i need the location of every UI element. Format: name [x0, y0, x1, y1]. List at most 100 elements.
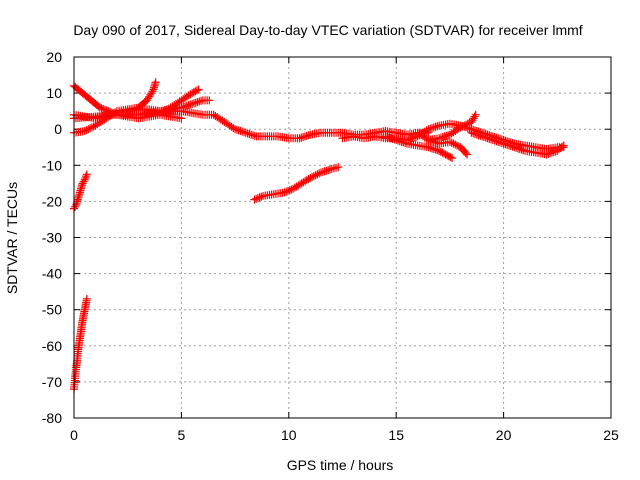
- data-point: [546, 149, 555, 158]
- data-point: [508, 142, 517, 151]
- data-point: [445, 137, 454, 146]
- data-point: [252, 194, 261, 203]
- data-point: [447, 138, 456, 147]
- data-point: [558, 142, 567, 151]
- data-point: [250, 195, 259, 204]
- data-point: [257, 192, 266, 201]
- plot-frame: [73, 56, 612, 419]
- data-point: [87, 123, 96, 132]
- data-point: [299, 133, 308, 142]
- data-series: [70, 78, 568, 394]
- data-point: [388, 134, 397, 143]
- x-tick-label: 20: [496, 427, 512, 443]
- data-point: [449, 139, 458, 148]
- data-point: [503, 140, 512, 149]
- data-point: [428, 123, 436, 132]
- data-point: [82, 172, 91, 181]
- data-point: [243, 129, 252, 138]
- data-point: [205, 96, 214, 105]
- data-point: [282, 187, 291, 196]
- data-point: [148, 87, 157, 96]
- series-arc-10: [467, 128, 568, 159]
- data-point: [322, 166, 331, 175]
- tick-labels: 0 5 10 15 20 25 20 10 0 -10 -20 -30 -40 -50 -60 -70 -80: [42, 49, 619, 443]
- data-point: [490, 136, 499, 145]
- data-point: [479, 133, 488, 142]
- data-point: [332, 163, 341, 172]
- data-point: [245, 130, 254, 139]
- data-point: [311, 171, 320, 180]
- data-point: [393, 136, 402, 145]
- data-point: [318, 167, 327, 176]
- data-point: [510, 143, 519, 152]
- data-point: [429, 137, 438, 146]
- data-point: [250, 131, 259, 140]
- data-point: [308, 173, 317, 182]
- data-point: [470, 112, 479, 121]
- data-point: [192, 86, 201, 95]
- y-axis-label: SDTVAR / TECUs: [4, 182, 20, 294]
- data-point: [542, 150, 551, 159]
- data-point: [424, 136, 433, 145]
- y-tick-label: 20: [46, 49, 62, 65]
- series-arc-5: [70, 107, 433, 143]
- data-point: [82, 126, 91, 135]
- data-point: [559, 141, 568, 150]
- data-point: [474, 131, 483, 140]
- y-tick-label: -70: [42, 374, 62, 390]
- data-point: [506, 142, 515, 151]
- data-point: [81, 173, 90, 182]
- data-point: [186, 100, 195, 109]
- series-arc-3: [70, 78, 160, 137]
- data-point: [456, 123, 465, 132]
- data-point: [442, 131, 451, 140]
- data-point: [469, 129, 478, 138]
- data-point: [297, 133, 306, 142]
- data-point: [285, 186, 294, 195]
- x-tick-label: 10: [281, 427, 297, 443]
- data-point: [448, 154, 457, 163]
- data-point: [300, 132, 309, 141]
- data-point: [195, 97, 204, 106]
- data-point: [406, 134, 415, 143]
- data-point: [492, 137, 501, 146]
- data-point: [194, 85, 203, 94]
- data-point: [71, 202, 80, 211]
- data-point: [395, 137, 404, 146]
- data-point: [422, 134, 431, 143]
- series-arc-11: [70, 170, 91, 213]
- x-axis-label: GPS time / hours: [287, 457, 394, 473]
- data-point: [453, 141, 462, 150]
- data-point: [295, 134, 304, 143]
- data-point: [283, 186, 292, 195]
- data-point: [494, 137, 503, 146]
- chart-title: Day 090 of 2017, Sidereal Day-to-day VTE…: [73, 22, 582, 38]
- x-tick-label: 5: [178, 427, 186, 443]
- data-point: [95, 103, 104, 112]
- series-arc-8: [424, 110, 480, 145]
- data-point: [231, 125, 240, 134]
- data-point: [313, 170, 322, 179]
- data-point: [444, 131, 453, 140]
- data-point: [151, 78, 160, 87]
- data-point: [547, 148, 556, 157]
- data-point: [280, 188, 289, 197]
- data-point: [97, 104, 106, 113]
- data-point: [317, 168, 326, 177]
- data-point: [401, 139, 410, 148]
- data-point: [461, 149, 470, 158]
- data-point: [424, 143, 433, 152]
- data-point: [476, 131, 485, 140]
- data-point: [431, 145, 440, 154]
- data-point: [184, 101, 193, 110]
- data-point: [304, 175, 313, 184]
- data-point: [79, 177, 88, 186]
- y-tick-label: -40: [42, 266, 62, 282]
- data-point: [512, 143, 521, 152]
- data-point: [304, 131, 313, 140]
- data-point: [390, 135, 399, 144]
- data-point: [426, 124, 435, 133]
- data-point: [470, 130, 479, 139]
- data-point: [458, 122, 467, 131]
